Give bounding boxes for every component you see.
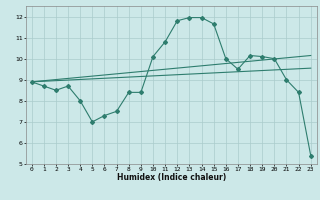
X-axis label: Humidex (Indice chaleur): Humidex (Indice chaleur)	[116, 173, 226, 182]
